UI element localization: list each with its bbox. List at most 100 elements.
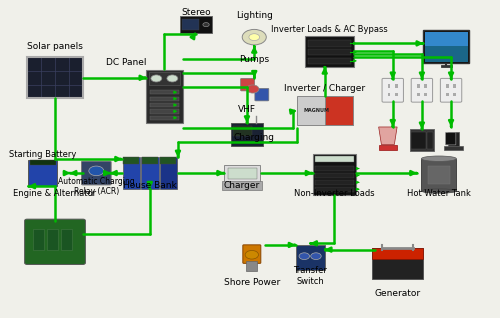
- FancyBboxPatch shape: [30, 160, 56, 165]
- FancyBboxPatch shape: [424, 32, 468, 62]
- FancyBboxPatch shape: [141, 157, 158, 189]
- Circle shape: [89, 166, 104, 176]
- FancyBboxPatch shape: [315, 156, 354, 162]
- Text: Automatic Charging
Relay (ACR): Automatic Charging Relay (ACR): [58, 177, 134, 197]
- FancyBboxPatch shape: [446, 93, 448, 96]
- Circle shape: [151, 75, 162, 82]
- FancyBboxPatch shape: [417, 84, 420, 88]
- FancyBboxPatch shape: [395, 93, 398, 96]
- FancyBboxPatch shape: [150, 116, 178, 120]
- Text: Charger: Charger: [224, 181, 260, 190]
- FancyBboxPatch shape: [28, 160, 58, 186]
- FancyBboxPatch shape: [150, 90, 178, 94]
- Circle shape: [246, 85, 259, 93]
- FancyBboxPatch shape: [427, 132, 432, 149]
- FancyBboxPatch shape: [240, 79, 254, 91]
- FancyBboxPatch shape: [395, 84, 398, 88]
- FancyBboxPatch shape: [82, 161, 111, 185]
- Text: Stereo: Stereo: [181, 8, 210, 17]
- FancyBboxPatch shape: [160, 157, 177, 189]
- FancyBboxPatch shape: [27, 58, 83, 98]
- FancyBboxPatch shape: [440, 79, 462, 102]
- FancyBboxPatch shape: [411, 79, 432, 102]
- FancyBboxPatch shape: [124, 157, 140, 164]
- FancyBboxPatch shape: [424, 93, 427, 96]
- Text: Charging: Charging: [234, 133, 275, 142]
- FancyBboxPatch shape: [424, 32, 468, 46]
- FancyBboxPatch shape: [382, 79, 404, 102]
- FancyBboxPatch shape: [243, 245, 261, 263]
- FancyBboxPatch shape: [308, 40, 351, 46]
- FancyBboxPatch shape: [388, 93, 390, 96]
- FancyBboxPatch shape: [372, 248, 423, 279]
- Circle shape: [203, 23, 209, 27]
- FancyBboxPatch shape: [424, 84, 427, 88]
- FancyBboxPatch shape: [148, 72, 180, 85]
- FancyBboxPatch shape: [123, 157, 140, 189]
- FancyBboxPatch shape: [308, 58, 351, 64]
- FancyBboxPatch shape: [231, 123, 263, 146]
- FancyBboxPatch shape: [388, 84, 390, 88]
- FancyBboxPatch shape: [146, 70, 182, 123]
- FancyBboxPatch shape: [142, 157, 158, 164]
- FancyBboxPatch shape: [446, 84, 448, 88]
- FancyBboxPatch shape: [446, 133, 456, 145]
- FancyBboxPatch shape: [417, 93, 420, 96]
- FancyBboxPatch shape: [232, 126, 252, 136]
- FancyBboxPatch shape: [411, 132, 426, 149]
- Text: Engine & Alternator: Engine & Alternator: [14, 189, 96, 198]
- Text: Transfer
Switch: Transfer Switch: [293, 266, 327, 286]
- Text: Lighting: Lighting: [236, 11, 273, 20]
- FancyBboxPatch shape: [308, 49, 351, 55]
- Text: Inverter / Charger: Inverter / Charger: [284, 84, 366, 93]
- FancyBboxPatch shape: [454, 93, 456, 96]
- Text: Generator: Generator: [374, 289, 420, 298]
- FancyBboxPatch shape: [324, 96, 352, 125]
- FancyBboxPatch shape: [180, 16, 212, 33]
- FancyBboxPatch shape: [182, 19, 199, 30]
- Text: DC Panel: DC Panel: [106, 58, 146, 67]
- FancyBboxPatch shape: [297, 96, 352, 125]
- Circle shape: [245, 251, 258, 259]
- FancyBboxPatch shape: [228, 168, 256, 179]
- FancyBboxPatch shape: [423, 30, 470, 63]
- FancyBboxPatch shape: [46, 229, 58, 250]
- FancyBboxPatch shape: [150, 109, 178, 114]
- Polygon shape: [378, 127, 397, 145]
- Circle shape: [242, 29, 266, 45]
- FancyBboxPatch shape: [224, 165, 260, 189]
- Ellipse shape: [422, 189, 456, 193]
- Text: Inverter Loads & AC Bypass: Inverter Loads & AC Bypass: [271, 25, 388, 34]
- FancyBboxPatch shape: [312, 154, 356, 195]
- FancyBboxPatch shape: [306, 36, 354, 67]
- FancyBboxPatch shape: [150, 96, 178, 101]
- FancyBboxPatch shape: [444, 146, 462, 150]
- FancyBboxPatch shape: [315, 187, 354, 192]
- Ellipse shape: [422, 156, 456, 161]
- FancyBboxPatch shape: [24, 219, 86, 265]
- FancyBboxPatch shape: [315, 166, 354, 171]
- FancyBboxPatch shape: [422, 159, 456, 191]
- FancyBboxPatch shape: [372, 248, 423, 259]
- Text: Hot Water Tank: Hot Water Tank: [407, 189, 471, 198]
- Text: Shore Power: Shore Power: [224, 278, 280, 287]
- Text: Starting Battery: Starting Battery: [9, 150, 76, 159]
- FancyBboxPatch shape: [255, 88, 269, 101]
- FancyBboxPatch shape: [428, 166, 450, 184]
- FancyBboxPatch shape: [454, 84, 456, 88]
- Text: Solar panels: Solar panels: [27, 42, 83, 51]
- FancyBboxPatch shape: [296, 245, 324, 270]
- Circle shape: [299, 253, 310, 259]
- Circle shape: [249, 34, 260, 41]
- Text: Non-Inverter Loads: Non-Inverter Loads: [294, 189, 374, 198]
- FancyBboxPatch shape: [246, 261, 257, 271]
- FancyBboxPatch shape: [222, 182, 262, 190]
- FancyBboxPatch shape: [32, 229, 44, 250]
- FancyBboxPatch shape: [315, 180, 354, 185]
- FancyBboxPatch shape: [378, 145, 397, 150]
- FancyBboxPatch shape: [60, 229, 72, 250]
- Text: House Bank: House Bank: [123, 181, 176, 190]
- FancyBboxPatch shape: [448, 132, 459, 146]
- FancyBboxPatch shape: [150, 103, 178, 107]
- Circle shape: [167, 75, 178, 82]
